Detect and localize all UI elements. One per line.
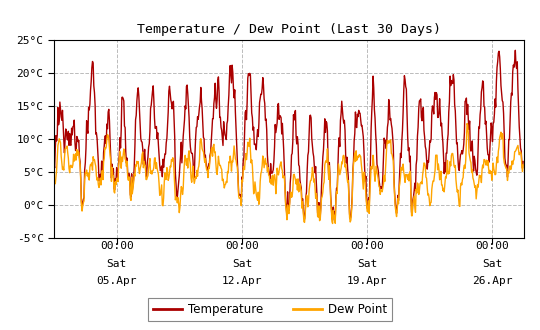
Text: 05.Apr: 05.Apr (97, 276, 137, 285)
Text: Sat: Sat (106, 259, 127, 269)
Text: 12.Apr: 12.Apr (222, 276, 262, 285)
Text: 00:00: 00:00 (476, 241, 509, 251)
Text: 26.Apr: 26.Apr (472, 276, 513, 285)
Legend: Temperature, Dew Point: Temperature, Dew Point (148, 298, 392, 321)
Text: 00:00: 00:00 (100, 241, 133, 251)
Text: Sat: Sat (357, 259, 377, 269)
Text: Sat: Sat (482, 259, 503, 269)
Text: Sat: Sat (232, 259, 252, 269)
Text: 00:00: 00:00 (350, 241, 384, 251)
Title: Temperature / Dew Point (Last 30 Days): Temperature / Dew Point (Last 30 Days) (137, 23, 441, 36)
Text: 00:00: 00:00 (225, 241, 259, 251)
Text: 19.Apr: 19.Apr (347, 276, 388, 285)
